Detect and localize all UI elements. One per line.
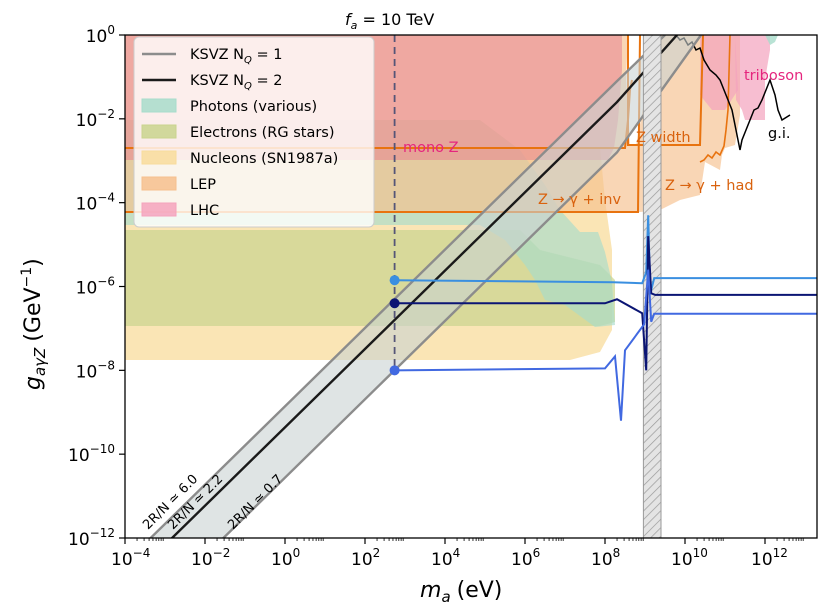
annotation-mono-z: mono Z xyxy=(403,140,459,156)
legend-swatch-photons xyxy=(141,98,177,113)
lhc-region-teal-small xyxy=(765,35,778,45)
lhc-region-pink-small xyxy=(700,35,738,110)
x-axis-title: ma (eV) xyxy=(420,578,502,606)
y-tick-label-0: 100 xyxy=(86,23,115,47)
lep-outline-had xyxy=(699,35,731,163)
legend-swatch-lep xyxy=(141,176,177,191)
y-axis-title: gaγZ(GeV−1) xyxy=(19,258,49,390)
benchmark-point-lower xyxy=(389,365,400,376)
annotation-z-width: Z width xyxy=(636,130,691,146)
x-tick-label-5: 106 xyxy=(511,546,540,570)
x-tick-label-2: 100 xyxy=(271,546,300,570)
lhc-region-triboson xyxy=(735,35,770,120)
y-tick-label-2: 10−4 xyxy=(76,191,115,215)
ksvz-nq1-lower-line xyxy=(221,35,702,538)
legend: KSVZ NQ = 1 KSVZ NQ = 2 Photons (various) E… xyxy=(133,36,375,228)
x-tick-label-6: 108 xyxy=(591,546,620,570)
ksvz-band xyxy=(150,35,701,538)
x-tick-label-7: 1010 xyxy=(671,546,708,570)
legend-swatch-electrons xyxy=(141,124,177,139)
benchmark-curve-lower xyxy=(394,269,817,421)
legend-label-lep: LEP xyxy=(190,177,216,193)
y-tick-label-5: 10−10 xyxy=(68,442,115,466)
legend-label-lhc: LHC xyxy=(190,203,219,219)
annotation-z-had: Z → γ + had xyxy=(665,178,754,194)
x-tick-label-3: 102 xyxy=(351,546,380,570)
y-axis-ticks: 100 10−2 10−4 10−6 10−8 10−10 10−12 xyxy=(68,23,125,550)
x-axis-ticks: 10−4 10−2 100 102 104 106 108 1010 1012 xyxy=(111,538,804,570)
fa-label: fa = 10 TeV xyxy=(345,10,434,32)
legend-swatch-nucleons xyxy=(141,150,177,165)
benchmark-curve-middle xyxy=(394,236,817,371)
benchmark-point-upper xyxy=(389,275,400,286)
legend-swatch-lhc xyxy=(141,202,177,217)
legend-label-ksvz2: KSVZ NQ = 2 xyxy=(190,73,283,92)
x-tick-label-8: 1012 xyxy=(751,546,788,570)
y-tick-label-3: 10−6 xyxy=(76,275,115,299)
annotation-z-inv: Z → γ + inv xyxy=(538,192,621,208)
y-tick-label-4: 10−8 xyxy=(76,358,115,382)
legend-label-nucleons: Nucleons (SN1987a) xyxy=(190,151,338,167)
x-tick-label-0: 10−4 xyxy=(111,546,150,570)
legend-label-photons: Photons (various) xyxy=(190,99,317,115)
legend-label-electrons: Electrons (RG stars) xyxy=(190,125,335,141)
y-tick-label-6: 10−12 xyxy=(68,526,115,550)
x-tick-label-1: 10−2 xyxy=(191,546,230,570)
annotation-gi: g.i. xyxy=(768,126,790,142)
x-tick-label-4: 104 xyxy=(431,546,460,570)
benchmark-point-middle xyxy=(389,298,400,309)
legend-label-ksvz1: KSVZ NQ = 1 xyxy=(190,47,283,66)
annotation-triboson: triboson xyxy=(744,68,803,84)
y-tick-label-1: 10−2 xyxy=(76,107,115,131)
